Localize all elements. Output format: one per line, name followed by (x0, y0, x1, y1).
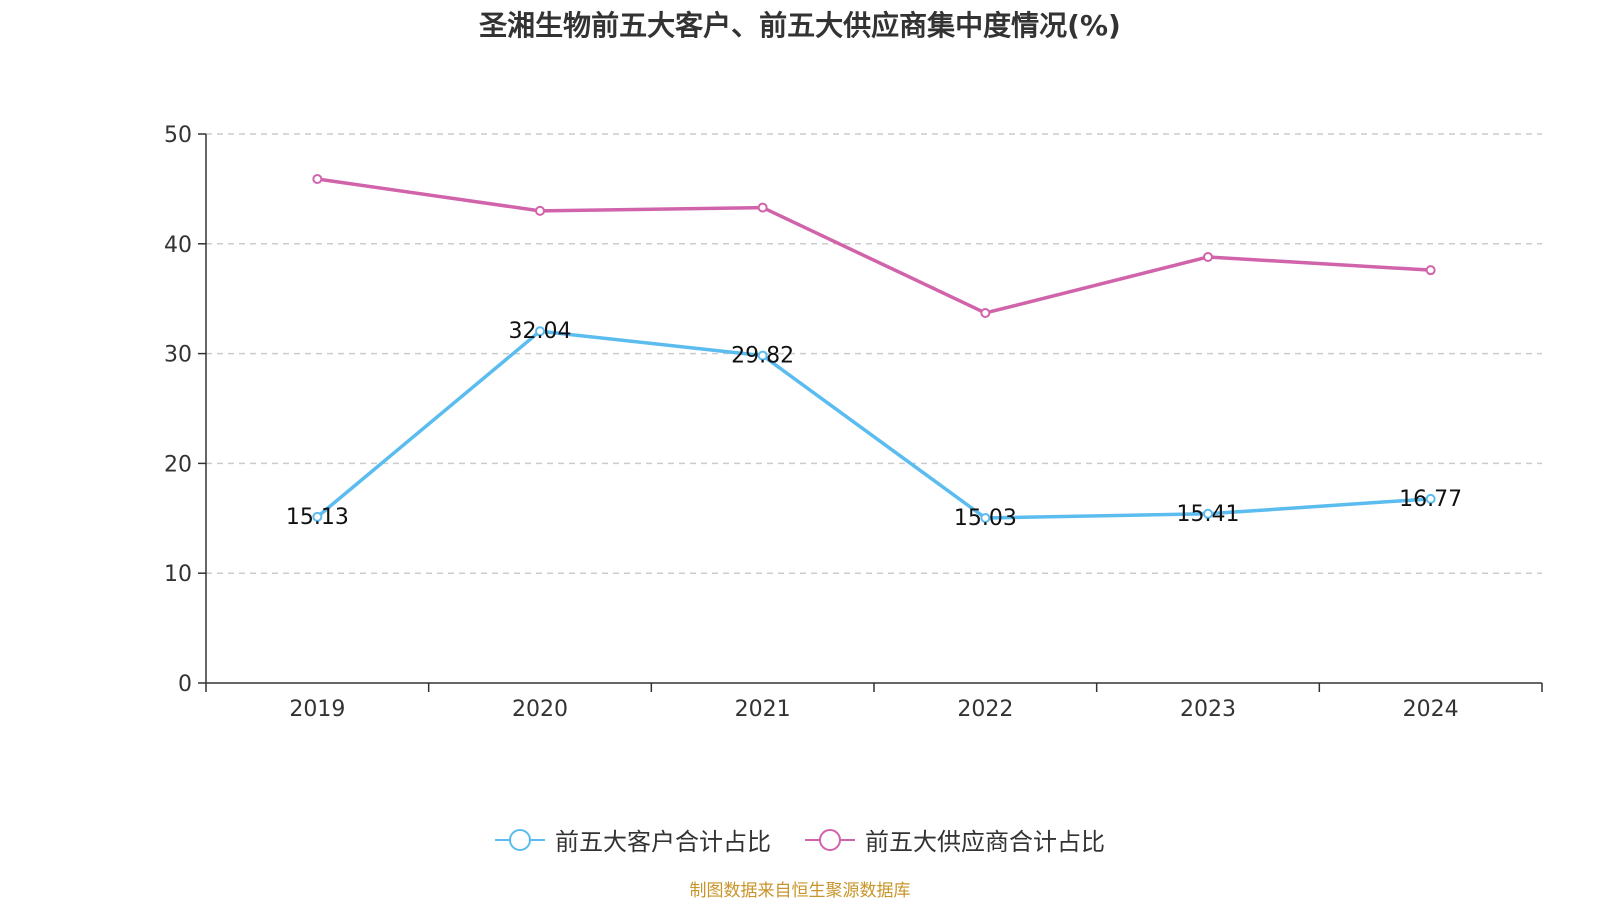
source-note: 制图数据来自恒生聚源数据库 (689, 881, 911, 900)
axes: 0 10 20 30 40 50 2019 2020 2021 2022 2023 2024 (164, 123, 1543, 722)
legend-suppliers-label: 前五大供应商合计占比 (865, 828, 1105, 856)
legend-customers-icon (495, 828, 545, 851)
y-tick-label: 0 (178, 672, 192, 697)
series-1-point-2019[interactable] (312, 174, 323, 185)
data-label-2021: 29.82 (731, 344, 794, 369)
y-tick-label: 30 (164, 343, 192, 368)
legend-customers-label: 前五大客户合计占比 (555, 828, 771, 856)
series-line-1 (317, 177, 1431, 315)
x-tick-label-2022: 2022 (957, 697, 1013, 722)
series-0-point-2022[interactable] (980, 512, 991, 523)
series-0-point-2019[interactable] (312, 511, 323, 522)
x-tick-label-2019: 2019 (289, 697, 345, 722)
y-tick-label: 20 (164, 452, 192, 477)
series-1-point-2020[interactable] (535, 205, 545, 216)
data-labels: 15.13 32.04 29.82 15.03 15.41 16.77 (286, 319, 1462, 531)
series-1-point-2023[interactable] (1203, 251, 1213, 262)
line-chart: 0 10 20 30 40 50 2019 2020 2021 2022 2023 2024 15.1… (164, 123, 1543, 722)
legend-item-suppliers[interactable]: 前五大供应商合计占比 (805, 822, 1105, 857)
x-tick-label-2021: 2021 (735, 697, 791, 722)
data-label-2024: 16.77 (1399, 487, 1462, 512)
y-tick-label: 40 (164, 233, 192, 258)
series-1-point-2024[interactable] (1425, 265, 1436, 276)
legend-suppliers-icon (805, 828, 855, 851)
series-0-point-2023[interactable] (1203, 508, 1213, 519)
y-tick-label: 10 (164, 562, 192, 587)
series-lines (312, 174, 1436, 523)
data-label-2020: 32.04 (509, 319, 572, 344)
legend: 前五大客户合计占比 前五大供应商合计占比 (0, 822, 1600, 857)
grid-lines (206, 133, 1542, 574)
data-label-2019: 15.13 (286, 505, 349, 530)
series-0-point-2024[interactable] (1425, 493, 1436, 504)
y-tick-label: 50 (164, 123, 192, 148)
x-tick-label-2023: 2023 (1180, 697, 1236, 722)
x-tick-label-2024: 2024 (1403, 697, 1459, 722)
series-line-0 (316, 329, 1431, 520)
chart-title: 圣湘生物前五大客户、前五大供应商集中度情况(%) (479, 9, 1121, 42)
series-1-point-2021[interactable] (757, 202, 768, 213)
series-1-point-2022[interactable] (980, 307, 991, 318)
series-0-point-2020[interactable] (535, 326, 545, 337)
series-0-point-2021[interactable] (757, 350, 768, 361)
data-label-2023: 15.41 (1177, 502, 1240, 527)
x-tick-label-2020: 2020 (512, 697, 568, 722)
data-label-2022: 15.03 (954, 506, 1017, 531)
legend-item-customers[interactable]: 前五大客户合计占比 (495, 822, 771, 857)
